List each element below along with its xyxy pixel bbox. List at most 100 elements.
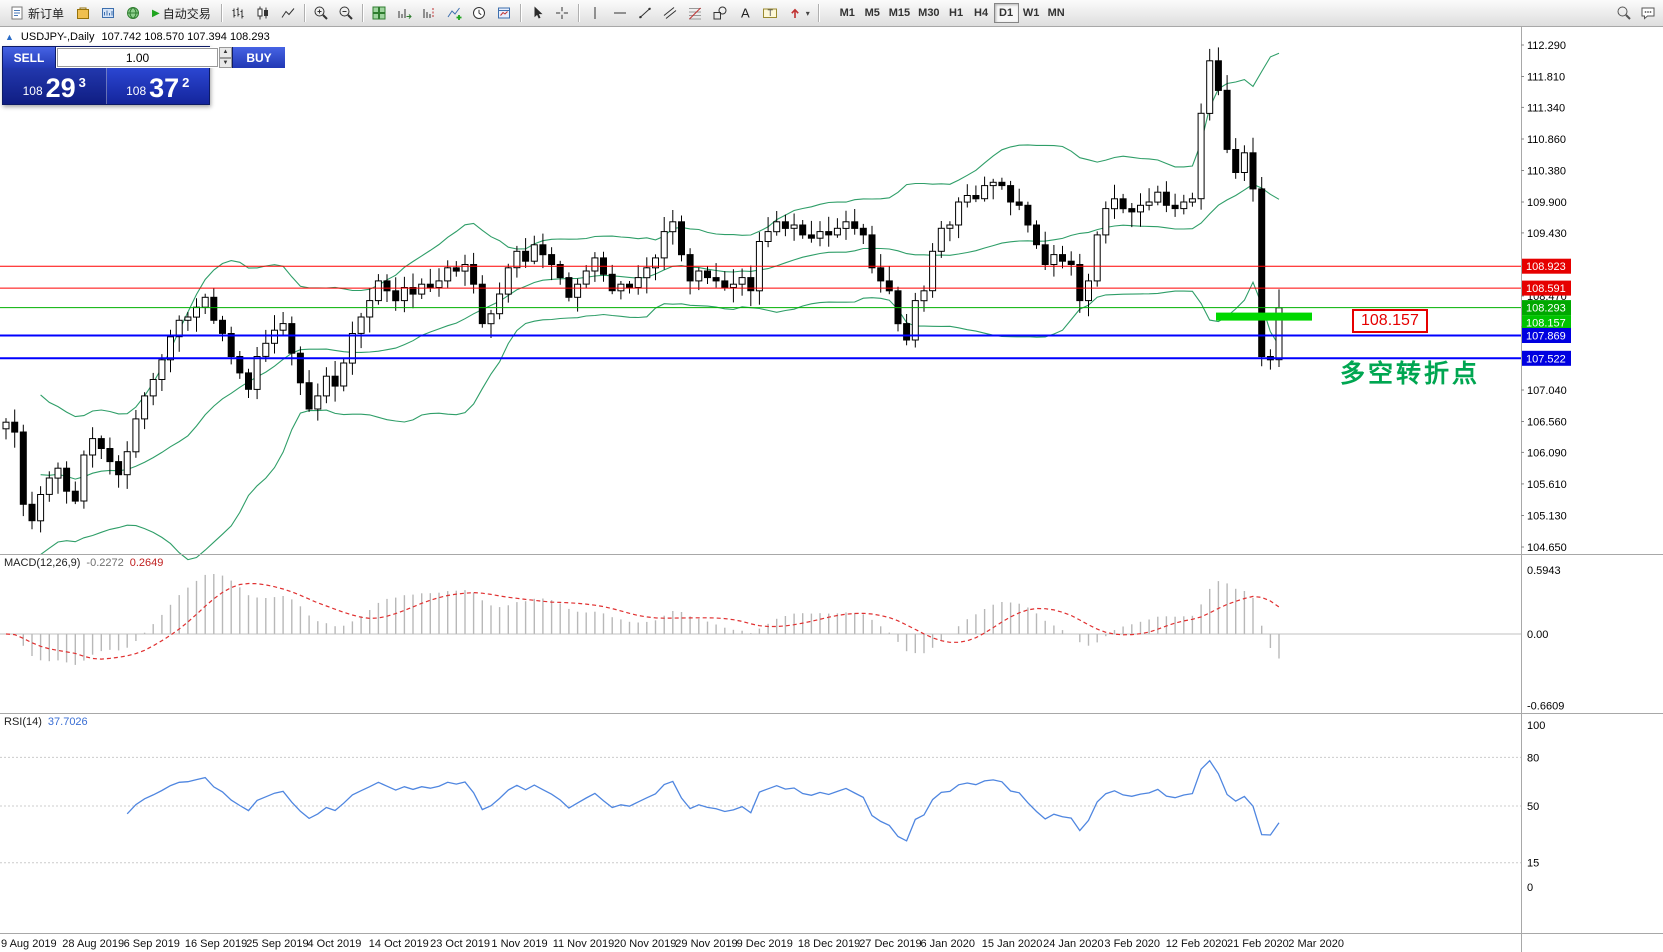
horizontal-price-lines[interactable] bbox=[0, 265, 1521, 360]
timeframe-d1-button[interactable]: D1 bbox=[993, 3, 1019, 23]
svg-text:3 Feb 2020: 3 Feb 2020 bbox=[1104, 938, 1160, 950]
zoom-out-button[interactable] bbox=[334, 2, 358, 25]
chat-button[interactable] bbox=[1636, 2, 1660, 25]
rsi-label: RSI(14) 37.7026 bbox=[4, 716, 88, 728]
timeframe-m15-button[interactable]: M15 bbox=[885, 3, 914, 23]
svg-text:1 Nov 2019: 1 Nov 2019 bbox=[491, 938, 547, 950]
bollinger-bands bbox=[40, 52, 1280, 561]
volume-spinner: ▲ ▼ bbox=[219, 47, 232, 68]
macd-label: MACD(12,26,9) -0.2272 0.2649 bbox=[4, 557, 163, 569]
svg-text:12 Feb 2020: 12 Feb 2020 bbox=[1166, 938, 1228, 950]
search-button[interactable] bbox=[1612, 2, 1636, 25]
rsi-level-lines bbox=[0, 756, 1521, 864]
svg-text:0.00: 0.00 bbox=[1527, 629, 1548, 641]
turning-point-annotation[interactable]: 多空转折点 bbox=[1340, 360, 1481, 388]
svg-text:-0.6609: -0.6609 bbox=[1527, 700, 1564, 712]
market-watch-button[interactable] bbox=[71, 2, 95, 25]
auto-scroll-button[interactable] bbox=[392, 2, 416, 25]
bars-chart-icon bbox=[232, 7, 244, 19]
svg-text:0: 0 bbox=[1527, 882, 1533, 894]
candles-chart-icon bbox=[257, 6, 268, 20]
svg-text:11 Nov 2019: 11 Nov 2019 bbox=[553, 938, 615, 950]
data-window-button[interactable] bbox=[96, 2, 120, 25]
new-order-button[interactable]: 新订单 bbox=[3, 2, 70, 25]
text-label-button[interactable]: T bbox=[758, 2, 782, 25]
svg-text:28 Aug 2019: 28 Aug 2019 bbox=[62, 938, 124, 950]
autotrade-button[interactable]: ▶ 自动交易 bbox=[146, 2, 217, 25]
indicators-button[interactable] bbox=[442, 2, 466, 25]
trendline-button[interactable] bbox=[633, 2, 657, 25]
timeframe-h1-button[interactable]: H1 bbox=[944, 3, 969, 23]
sell-button[interactable]: SELL bbox=[3, 47, 55, 68]
chart-canvas[interactable]: 112.290 111.810 111.340 110.860 110.380 109.9… bbox=[0, 27, 1663, 952]
svg-text:107.869: 107.869 bbox=[1526, 331, 1566, 343]
toolbar-separator bbox=[817, 4, 819, 22]
macd-signal-line bbox=[5, 582, 1280, 660]
tile-windows-icon bbox=[372, 6, 386, 20]
periods-button[interactable] bbox=[467, 2, 491, 25]
cursor-icon bbox=[534, 6, 543, 19]
horizontal-line-button[interactable] bbox=[608, 2, 632, 25]
timeframe-h4-button[interactable]: H4 bbox=[969, 3, 994, 23]
price-annotation-box[interactable]: 108.157 bbox=[1352, 309, 1428, 333]
tile-windows-button[interactable] bbox=[367, 2, 391, 25]
rsi-axis: 100 80 50 15 0 bbox=[1527, 720, 1545, 894]
svg-text:A: A bbox=[741, 6, 750, 21]
candles-chart-button[interactable] bbox=[251, 2, 275, 25]
vertical-line-button[interactable] bbox=[583, 2, 607, 25]
ask-price[interactable]: 108 37 2 bbox=[107, 68, 210, 104]
toolbar-separator bbox=[303, 4, 305, 22]
volume-input[interactable] bbox=[57, 48, 218, 67]
ask-prefix: 108 bbox=[126, 84, 147, 98]
templates-button[interactable] bbox=[492, 2, 516, 25]
toolbar-separator bbox=[577, 4, 579, 22]
buy-button[interactable]: BUY bbox=[233, 47, 285, 68]
fibonacci-button[interactable] bbox=[683, 2, 707, 25]
volume-increase-button[interactable]: ▲ bbox=[219, 47, 232, 58]
market-watch-icon bbox=[77, 7, 90, 19]
shapes-button[interactable] bbox=[708, 2, 732, 25]
support-segment-line[interactable] bbox=[1216, 312, 1312, 321]
timeframe-w1-button[interactable]: W1 bbox=[1019, 3, 1044, 23]
chart-shift-icon bbox=[423, 8, 434, 18]
svg-text:100: 100 bbox=[1527, 720, 1545, 732]
svg-text:15: 15 bbox=[1527, 858, 1539, 870]
bid-price[interactable]: 108 29 3 bbox=[3, 68, 107, 104]
timeframe-m1-button[interactable]: M1 bbox=[835, 3, 860, 23]
svg-text:25 Sep 2019: 25 Sep 2019 bbox=[246, 938, 308, 950]
line-chart-button[interactable] bbox=[276, 2, 300, 25]
chart-shift-button[interactable] bbox=[417, 2, 441, 25]
cursor-button[interactable] bbox=[525, 2, 549, 25]
arrows-button[interactable]: ▾ bbox=[783, 2, 814, 25]
zoom-in-button[interactable] bbox=[309, 2, 333, 25]
periods-icon bbox=[472, 7, 485, 19]
crosshair-button[interactable] bbox=[550, 2, 574, 25]
svg-text:108.293: 108.293 bbox=[1526, 303, 1566, 315]
svg-text:108.923: 108.923 bbox=[1526, 261, 1566, 273]
line-chart-icon bbox=[281, 8, 295, 18]
navigator-button[interactable] bbox=[121, 2, 145, 25]
svg-text:107.040: 107.040 bbox=[1527, 385, 1567, 397]
macd-title: MACD(12,26,9) bbox=[4, 557, 81, 569]
price-badge bbox=[1522, 258, 1571, 274]
vertical-line-icon bbox=[594, 7, 596, 19]
text-button[interactable]: A bbox=[733, 2, 757, 25]
volume-decrease-button[interactable]: ▼ bbox=[219, 57, 232, 68]
svg-text:29 Nov 2019: 29 Nov 2019 bbox=[675, 938, 737, 950]
auto-scroll-icon bbox=[398, 9, 412, 19]
chart-region: 112.290 111.810 111.340 110.860 110.380 109.9… bbox=[0, 27, 1663, 952]
timeframe-m5-button[interactable]: M5 bbox=[860, 3, 885, 23]
timeframe-mn-button[interactable]: MN bbox=[1044, 3, 1069, 23]
bid-sup: 3 bbox=[78, 75, 86, 90]
price-axis[interactable]: 112.290 111.810 111.340 110.860 110.380 109.9… bbox=[1521, 40, 1571, 554]
channel-button[interactable] bbox=[658, 2, 682, 25]
crosshair-icon bbox=[555, 7, 568, 19]
svg-text:110.860: 110.860 bbox=[1527, 134, 1566, 146]
search-icon bbox=[1617, 6, 1631, 20]
symbol-ohlc: 107.742 108.570 107.394 108.293 bbox=[101, 31, 270, 43]
bars-chart-button[interactable] bbox=[226, 2, 250, 25]
svg-text:15 Jan 2020: 15 Jan 2020 bbox=[982, 938, 1043, 950]
svg-text:108.157: 108.157 bbox=[1526, 318, 1566, 330]
date-axis[interactable]: 9 Aug 2019 28 Aug 2019 6 Sep 2019 16 Sep 20… bbox=[1, 938, 1344, 950]
timeframe-m30-button[interactable]: M30 bbox=[914, 3, 943, 23]
